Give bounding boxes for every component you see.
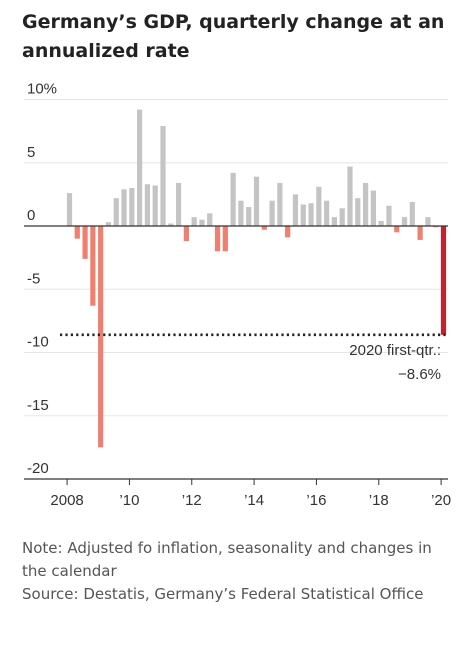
annotation: 2020 first-qtr.: −8.6% xyxy=(349,342,441,383)
bar xyxy=(191,217,197,226)
bar xyxy=(246,207,252,226)
axes xyxy=(24,225,448,485)
y-tick-label: 0 xyxy=(27,207,35,224)
bar xyxy=(261,226,267,230)
bar xyxy=(152,185,158,226)
bar xyxy=(168,223,174,226)
bar xyxy=(207,213,213,226)
bar xyxy=(316,186,322,226)
chart-title: Germany’s GDP, quarterly change at an an… xyxy=(22,11,445,62)
bar xyxy=(129,188,135,226)
bar xyxy=(347,166,353,226)
x-tick-label: ’14 xyxy=(244,492,264,509)
bar xyxy=(362,182,369,226)
bar xyxy=(238,200,244,226)
bar xyxy=(355,198,361,226)
bar xyxy=(300,204,306,226)
bar xyxy=(308,203,314,226)
bar xyxy=(409,201,415,226)
bar xyxy=(121,189,127,226)
bar xyxy=(82,226,88,259)
bar xyxy=(394,226,400,233)
bar xyxy=(98,226,104,448)
y-tick-label: -20 xyxy=(27,460,49,477)
bar xyxy=(269,200,275,226)
bar xyxy=(440,226,447,335)
x-tick-label: ’10 xyxy=(119,492,139,509)
x-tick-label: ’20 xyxy=(431,492,451,509)
bar xyxy=(137,109,143,226)
y-tick-label: 5 xyxy=(27,144,35,161)
bar xyxy=(105,222,112,226)
annotation-line-1: 2020 first-qtr.: xyxy=(349,342,441,359)
bars xyxy=(66,109,447,448)
bar xyxy=(277,182,283,226)
x-tick-label: 2008 xyxy=(50,492,83,509)
bar xyxy=(222,226,228,252)
x-tick-label: ’12 xyxy=(182,492,202,509)
bar xyxy=(370,190,376,226)
bar xyxy=(230,172,236,226)
bar xyxy=(214,226,221,252)
gridlines xyxy=(24,99,448,480)
bar xyxy=(386,205,392,226)
x-tick-label: ’16 xyxy=(306,492,326,509)
bar xyxy=(425,217,431,226)
bar xyxy=(292,194,299,226)
bar xyxy=(90,226,96,306)
x-tick-label: ’18 xyxy=(369,492,389,509)
bar xyxy=(113,198,119,226)
bar xyxy=(253,176,260,226)
bar xyxy=(74,226,80,239)
bar xyxy=(417,226,423,240)
y-tick-label: -10 xyxy=(27,334,49,351)
bar xyxy=(324,200,330,226)
bar xyxy=(66,193,73,226)
bar xyxy=(183,226,189,242)
footnote: Note: Adjusted fo inflation, seasonality… xyxy=(22,537,452,606)
bar xyxy=(401,217,408,226)
annotation-line-2: −8.6% xyxy=(398,366,441,383)
y-tick-label: 10% xyxy=(27,81,57,98)
bar xyxy=(144,184,151,226)
bar xyxy=(160,126,166,226)
footnote-note: Note: Adjusted fo inflation, seasonality… xyxy=(22,539,432,580)
footnote-source: Source: Destatis, Germany’s Federal Stat… xyxy=(22,585,424,603)
bar xyxy=(339,208,345,226)
bar xyxy=(285,226,291,238)
bar xyxy=(199,219,205,226)
bar xyxy=(175,182,182,226)
bar xyxy=(433,226,439,228)
y-tick-label: -15 xyxy=(27,397,49,414)
bar xyxy=(331,217,338,226)
bar xyxy=(378,220,384,226)
y-tick-label: -5 xyxy=(27,270,40,287)
